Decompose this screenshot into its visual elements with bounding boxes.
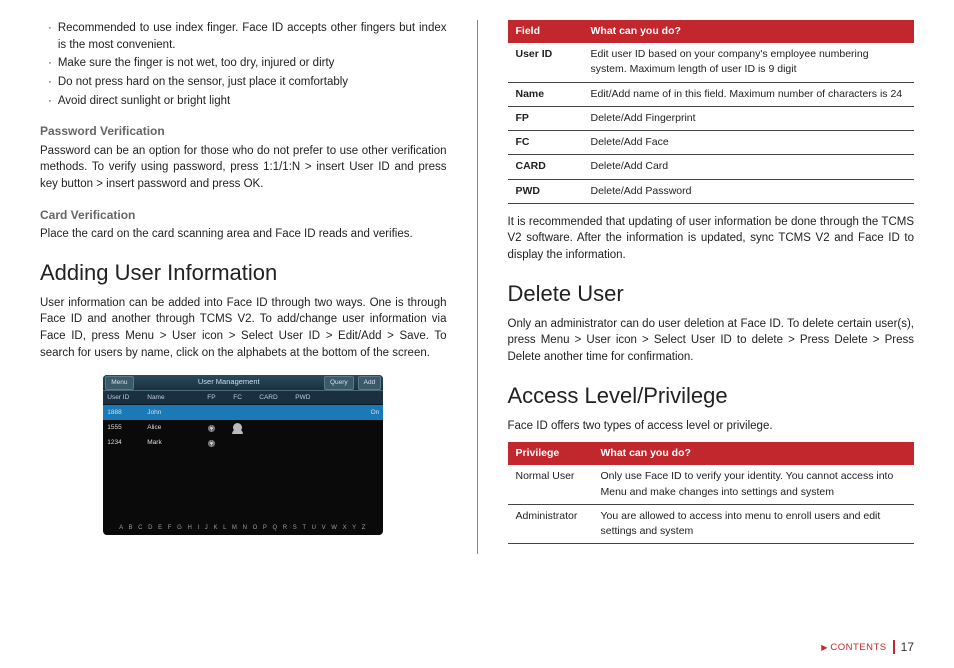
arrow-icon: ▶ <box>821 643 827 652</box>
privilege-table: PrivilegeWhat can you do? Normal UserOnl… <box>508 442 915 544</box>
user-row[interactable]: 1555 Alice <box>103 420 383 435</box>
footer-separator <box>893 640 895 654</box>
query-button[interactable]: Query <box>324 376 354 389</box>
user-row[interactable]: 1888 John On <box>103 405 383 420</box>
table-row: FCDelete/Add Face <box>508 131 915 155</box>
add-button[interactable]: Add <box>358 376 382 389</box>
user-row[interactable]: 1234 Mark <box>103 435 383 450</box>
col-userid: User ID <box>107 393 147 402</box>
th-privilege: Privilege <box>508 442 593 465</box>
page-content: ·Recommended to use index finger. Face I… <box>40 20 914 554</box>
table-row: FPDelete/Add Fingerprint <box>508 106 915 130</box>
tip-text: Make sure the finger is not wet, too dry… <box>58 55 335 72</box>
tip-text: Recommended to use index finger. Face ID… <box>58 20 447 53</box>
column-divider <box>477 20 478 554</box>
adding-user-information-body: User information can be added into Face … <box>40 295 447 362</box>
recommendation-para: It is recommended that updating of user … <box>508 214 915 264</box>
cell-id: 1888 <box>107 408 147 417</box>
cell-on: On <box>295 408 379 417</box>
col-fc: FC <box>233 393 259 402</box>
tip-text: Avoid direct sunlight or bright light <box>58 93 230 110</box>
face-icon <box>233 423 242 432</box>
column-headers: User ID Name FP FC CARD PWD <box>103 391 383 405</box>
table-row: CARDDelete/Add Card <box>508 155 915 179</box>
menu-button[interactable]: Menu <box>105 376 133 389</box>
left-column: ·Recommended to use index finger. Face I… <box>40 20 447 554</box>
th-field: Field <box>508 20 583 43</box>
delete-user-heading: Delete User <box>508 278 915 310</box>
adding-user-information-heading: Adding User Information <box>40 257 447 289</box>
cell-name: Mark <box>147 438 207 447</box>
fingerprint-icon <box>207 423 216 432</box>
alphabet-index[interactable]: A B C D E F G H I J K L M N O P Q R S T … <box>103 524 383 533</box>
th-desc: What can you do? <box>583 20 915 43</box>
table-row: AdministratorYou are allowed to access i… <box>508 504 915 543</box>
screen-title: User Management <box>136 377 322 388</box>
table-row: NameEdit/Add name of in this field. Maxi… <box>508 82 915 106</box>
card-verification-body: Place the card on the card scanning area… <box>40 226 447 243</box>
col-pwd: PWD <box>295 393 379 402</box>
cell-name: Alice <box>147 423 207 432</box>
field-table: FieldWhat can you do? User IDEdit user I… <box>508 20 915 204</box>
password-verification-heading: Password Verification <box>40 123 447 140</box>
delete-user-body: Only an administrator can do user deleti… <box>508 316 915 366</box>
user-management-screenshot: Menu User Management Query Add User ID N… <box>103 375 383 535</box>
col-name: Name <box>147 393 207 402</box>
table-row: User IDEdit user ID based on your compan… <box>508 43 915 82</box>
th-desc: What can you do? <box>593 442 915 465</box>
col-card: CARD <box>259 393 295 402</box>
tip-text: Do not press hard on the sensor, just pl… <box>58 74 348 91</box>
right-column: FieldWhat can you do? User IDEdit user I… <box>508 20 915 554</box>
fingerprint-tips-list: ·Recommended to use index finger. Face I… <box>48 20 447 109</box>
page-number: 17 <box>901 640 914 654</box>
card-verification-heading: Card Verification <box>40 207 447 224</box>
cell-name: John <box>147 408 207 417</box>
table-row: PWDDelete/Add Password <box>508 179 915 203</box>
access-level-heading: Access Level/Privilege <box>508 380 915 412</box>
password-verification-body: Password can be an option for those who … <box>40 143 447 193</box>
table-row: Normal UserOnly use Face ID to verify yo… <box>508 465 915 504</box>
cell-id: 1555 <box>107 423 147 432</box>
cell-id: 1234 <box>107 438 147 447</box>
col-fp: FP <box>207 393 233 402</box>
page-footer: ▶ CONTENTS 17 <box>821 640 914 654</box>
fingerprint-icon <box>207 438 216 447</box>
access-level-body: Face ID offers two types of access level… <box>508 418 915 435</box>
contents-link[interactable]: CONTENTS <box>830 642 886 653</box>
